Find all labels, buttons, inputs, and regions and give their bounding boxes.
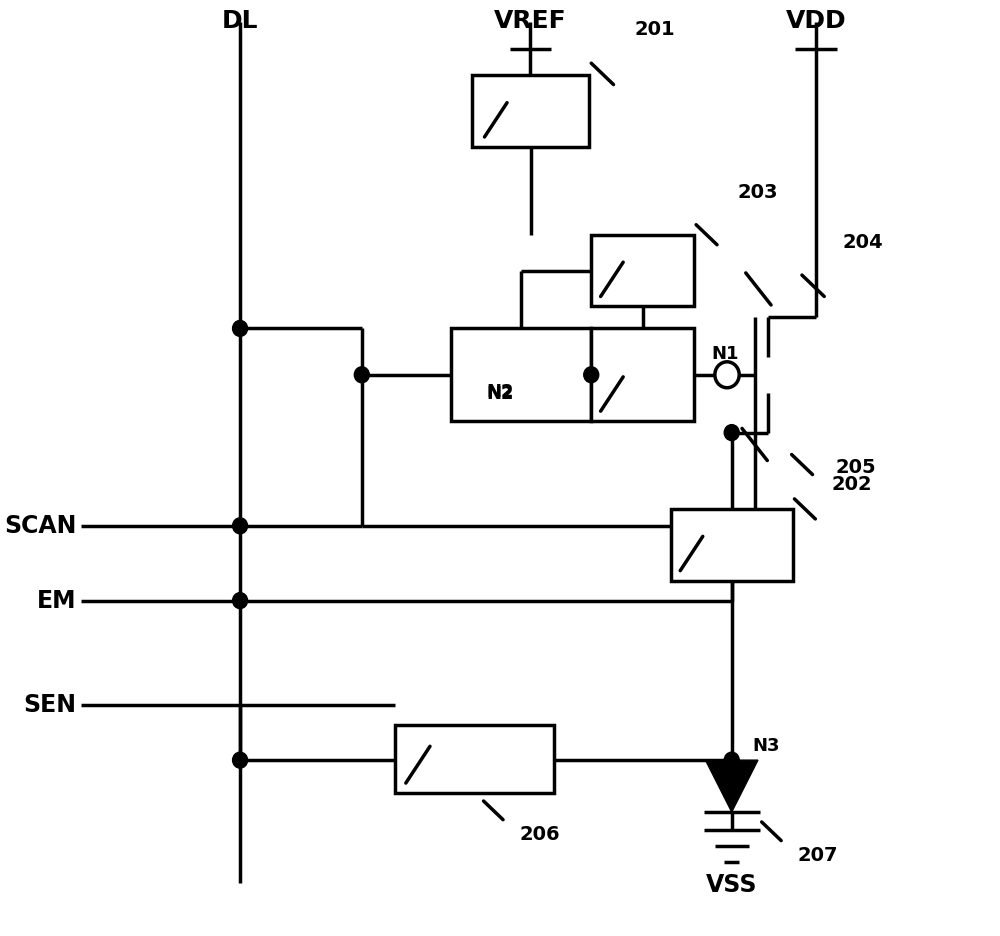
Circle shape — [724, 753, 739, 768]
Circle shape — [584, 367, 599, 383]
Text: N3: N3 — [752, 738, 780, 755]
Text: VDD: VDD — [786, 9, 846, 34]
Polygon shape — [705, 760, 758, 812]
Bar — [671, 509, 793, 580]
Text: DL: DL — [222, 9, 258, 34]
Text: VSS: VSS — [706, 872, 757, 897]
Bar — [591, 329, 694, 421]
Text: 207: 207 — [797, 846, 838, 866]
Bar — [591, 235, 694, 306]
Text: N1: N1 — [711, 344, 739, 363]
Circle shape — [233, 592, 248, 608]
Text: 203: 203 — [737, 183, 778, 202]
Circle shape — [715, 362, 739, 388]
Circle shape — [233, 518, 248, 534]
Text: 201: 201 — [634, 20, 675, 38]
Circle shape — [724, 425, 739, 441]
Circle shape — [233, 320, 248, 336]
Text: 206: 206 — [519, 826, 560, 844]
Circle shape — [233, 753, 248, 768]
Bar — [395, 725, 554, 793]
Text: N2: N2 — [486, 383, 514, 402]
Text: 205: 205 — [836, 458, 876, 476]
Circle shape — [354, 367, 369, 383]
Text: EM: EM — [37, 589, 76, 612]
Bar — [472, 75, 589, 147]
Text: VREF: VREF — [494, 9, 567, 34]
Text: SEN: SEN — [23, 694, 76, 717]
Bar — [451, 329, 591, 421]
Text: 202: 202 — [832, 475, 873, 494]
Text: SCAN: SCAN — [4, 514, 76, 538]
Text: 204: 204 — [842, 233, 883, 252]
Text: N2: N2 — [486, 386, 514, 403]
